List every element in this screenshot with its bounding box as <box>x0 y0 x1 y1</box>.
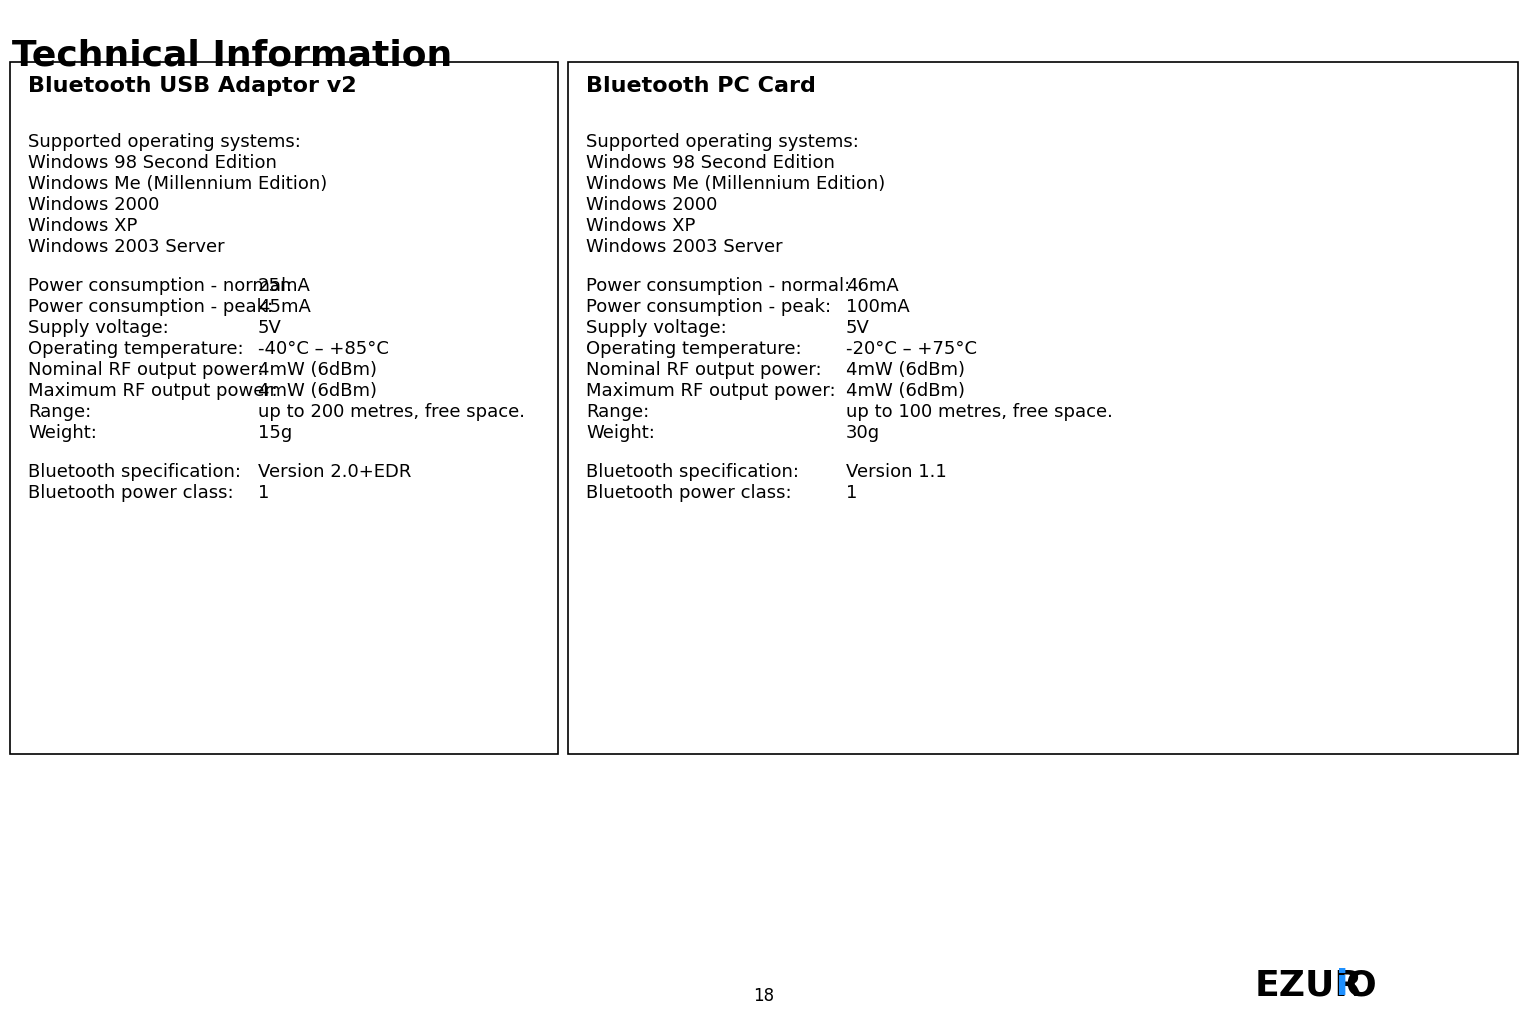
Text: 4mW (6dBm): 4mW (6dBm) <box>847 361 966 379</box>
Text: Supply voltage:: Supply voltage: <box>28 319 168 337</box>
Text: Version 2.0+EDR: Version 2.0+EDR <box>258 463 411 481</box>
Text: Power consumption - peak:: Power consumption - peak: <box>587 298 831 316</box>
Text: Bluetooth specification:: Bluetooth specification: <box>28 463 241 481</box>
Text: Windows Me (Millennium Edition): Windows Me (Millennium Edition) <box>587 175 885 193</box>
Text: Weight:: Weight: <box>28 424 96 442</box>
Text: Maximum RF output power:: Maximum RF output power: <box>28 382 278 400</box>
Text: 100mA: 100mA <box>847 298 909 316</box>
Text: Windows 2000: Windows 2000 <box>587 196 717 214</box>
Text: 4mW (6dBm): 4mW (6dBm) <box>258 382 377 400</box>
Text: 4mW (6dBm): 4mW (6dBm) <box>847 382 966 400</box>
Text: O: O <box>1345 968 1377 1002</box>
Text: 30g: 30g <box>847 424 880 442</box>
Text: Windows 2003 Server: Windows 2003 Server <box>587 238 782 256</box>
Text: 25mA: 25mA <box>258 277 310 295</box>
Text: i: i <box>1335 968 1349 1002</box>
Text: Weight:: Weight: <box>587 424 656 442</box>
Text: Operating temperature:: Operating temperature: <box>587 340 802 358</box>
Text: Range:: Range: <box>587 404 649 421</box>
Text: Windows Me (Millennium Edition): Windows Me (Millennium Edition) <box>28 175 327 193</box>
Text: Windows XP: Windows XP <box>587 217 695 235</box>
Text: Supply voltage:: Supply voltage: <box>587 319 727 337</box>
Text: up to 200 metres, free space.: up to 200 metres, free space. <box>258 404 526 421</box>
Text: Windows 2003 Server: Windows 2003 Server <box>28 238 225 256</box>
Text: -20°C – +75°C: -20°C – +75°C <box>847 340 976 358</box>
Text: 18: 18 <box>753 987 775 1005</box>
Text: 5V: 5V <box>258 319 281 337</box>
Text: Bluetooth specification:: Bluetooth specification: <box>587 463 799 481</box>
Text: Supported operating systems:: Supported operating systems: <box>28 133 301 151</box>
Text: Bluetooth PC Card: Bluetooth PC Card <box>587 76 816 96</box>
Text: Version 1.1: Version 1.1 <box>847 463 947 481</box>
Text: Power consumption - normal:: Power consumption - normal: <box>587 277 850 295</box>
Text: Power consumption - normal:: Power consumption - normal: <box>28 277 292 295</box>
Text: Power consumption - peak:: Power consumption - peak: <box>28 298 274 316</box>
Text: Bluetooth power class:: Bluetooth power class: <box>587 484 792 502</box>
Text: 45mA: 45mA <box>258 298 310 316</box>
Text: Nominal RF output power:: Nominal RF output power: <box>587 361 822 379</box>
Text: Windows 98 Second Edition: Windows 98 Second Edition <box>28 154 277 172</box>
Text: EZUR: EZUR <box>1254 968 1363 1002</box>
Text: Windows 98 Second Edition: Windows 98 Second Edition <box>587 154 834 172</box>
Text: 5V: 5V <box>847 319 869 337</box>
Text: 1: 1 <box>258 484 269 502</box>
Text: Supported operating systems:: Supported operating systems: <box>587 133 859 151</box>
Text: Range:: Range: <box>28 404 92 421</box>
Text: Bluetooth power class:: Bluetooth power class: <box>28 484 234 502</box>
Text: up to 100 metres, free space.: up to 100 metres, free space. <box>847 404 1112 421</box>
Text: 1: 1 <box>847 484 857 502</box>
Text: Operating temperature:: Operating temperature: <box>28 340 243 358</box>
Text: -40°C – +85°C: -40°C – +85°C <box>258 340 388 358</box>
Text: Technical Information: Technical Information <box>12 38 452 72</box>
Text: 4mW (6dBm): 4mW (6dBm) <box>258 361 377 379</box>
Text: Windows 2000: Windows 2000 <box>28 196 159 214</box>
Text: Windows XP: Windows XP <box>28 217 138 235</box>
Text: 15g: 15g <box>258 424 292 442</box>
Bar <box>11 62 558 754</box>
Bar <box>568 62 1517 754</box>
Text: 46mA: 46mA <box>847 277 898 295</box>
Text: Nominal RF output power:: Nominal RF output power: <box>28 361 264 379</box>
Text: Bluetooth USB Adaptor v2: Bluetooth USB Adaptor v2 <box>28 76 356 96</box>
Text: Maximum RF output power:: Maximum RF output power: <box>587 382 836 400</box>
